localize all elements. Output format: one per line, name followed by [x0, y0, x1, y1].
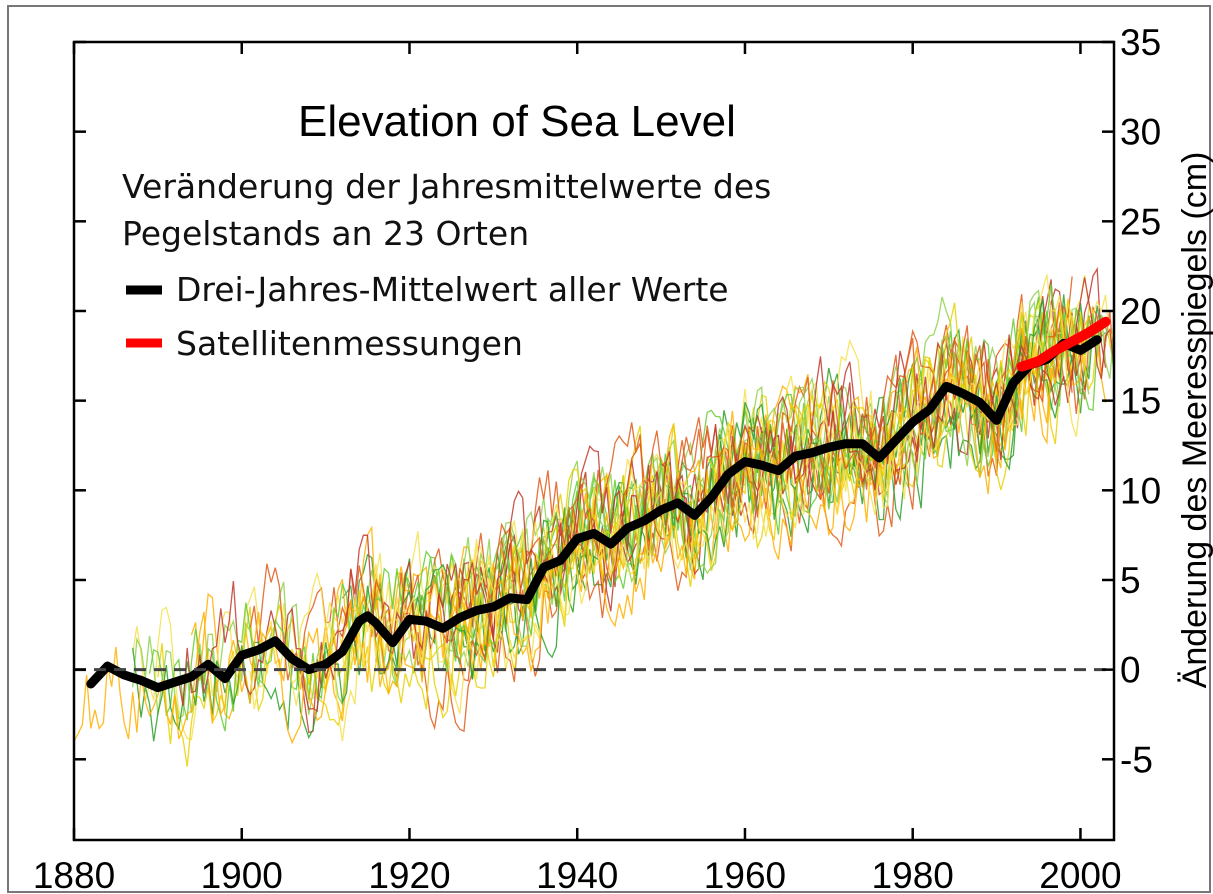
gauge-series-line: [291, 274, 1115, 687]
y-tick-label: 35: [1120, 22, 1161, 63]
y-tick-label: 15: [1120, 381, 1161, 422]
y-tick-label: 5: [1120, 560, 1141, 601]
plot-area-border: [72, 40, 1116, 842]
x-tick-label: 2000: [1039, 855, 1121, 894]
y-tick-label: 30: [1120, 112, 1161, 153]
gauge-series-line: [442, 300, 1115, 673]
x-tick-label: 1960: [704, 855, 786, 894]
y-tick-label: 25: [1120, 201, 1161, 242]
y-tick-label: 20: [1120, 291, 1161, 332]
legend: Elevation of Sea Level Veränderung der J…: [122, 97, 771, 363]
x-tick-label: 1920: [368, 855, 450, 894]
gauge-series-line: [73, 318, 1090, 745]
x-tick-label: 1980: [872, 855, 954, 894]
gauge-series-line: [249, 295, 1082, 742]
main-series-group: [86, 316, 1111, 693]
y-tick-label: 10: [1120, 470, 1161, 511]
legend-heading-line-2: Pegelstands an 23 Orten: [122, 214, 529, 253]
image-border: [7, 5, 1211, 893]
x-tick-label: 1880: [33, 855, 115, 894]
y-tick-label: 0: [1120, 650, 1141, 691]
legend-label-satellite: Satellitenmessungen: [176, 324, 523, 363]
y-tick-label: -5: [1120, 739, 1153, 780]
legend-heading-line-1: Veränderung der Jahresmittelwerte des: [122, 167, 771, 206]
gauge-series-line: [308, 308, 1107, 722]
axes-group: 1880 1900 1920 1940 1960 1980 2000 -5 0 5 10 15 20 25…: [33, 22, 1161, 894]
y-axis-label: Änderung des Meeresspiegels (cm): [1176, 152, 1213, 689]
x-tick-label: 1900: [201, 855, 283, 894]
legend-label-mean: Drei-Jahres-Mittelwert aller Werte: [176, 270, 729, 309]
x-tick-label: 1940: [536, 855, 618, 894]
series-line-three-year-mean: [86, 335, 1102, 693]
series-line-satellite: [1016, 316, 1111, 372]
chart-title: Elevation of Sea Level: [298, 97, 736, 146]
